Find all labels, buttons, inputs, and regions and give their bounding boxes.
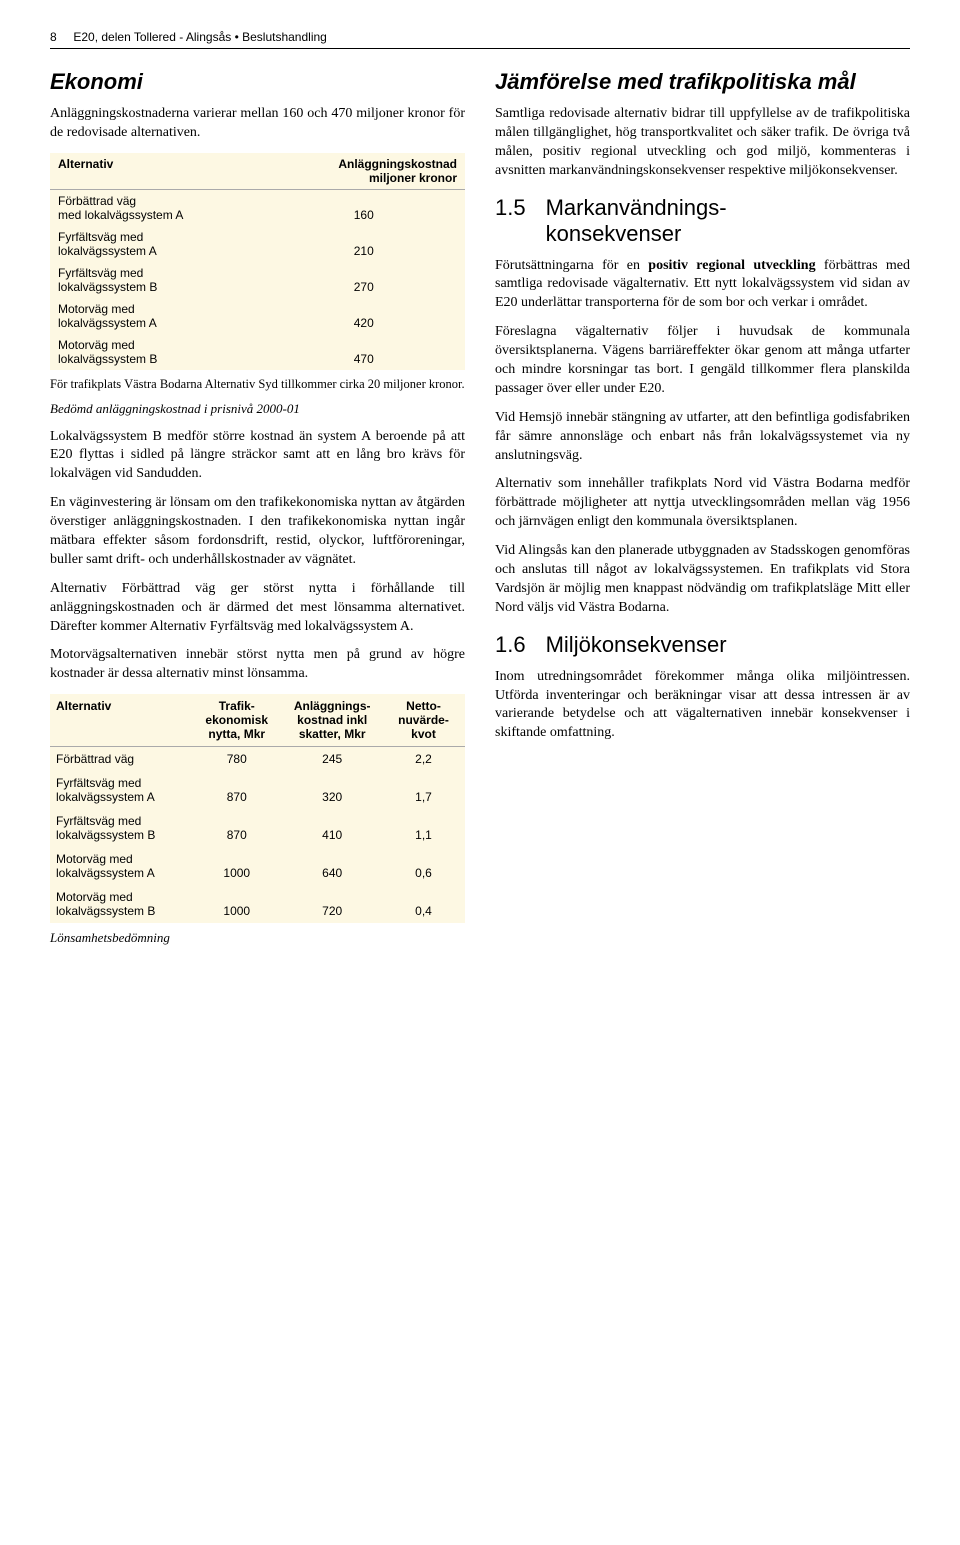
heading-text: Miljökonsekvenser (546, 632, 727, 658)
cell-alternativ: Motorväg medlokalvägssystem A (50, 847, 191, 885)
cell-value: 160 (263, 189, 465, 226)
cell-value: 470 (263, 334, 465, 370)
body-text: Förutsättningarna för en positiv regiona… (495, 257, 910, 314)
table-caption: Lönsamhetsbedömning (50, 929, 465, 947)
heading-text: Markanvändnings-konsekvenser (546, 195, 727, 247)
cell-value: 640 (282, 847, 382, 885)
table-row: Motorväg medlokalvägssystem A10006400,6 (50, 847, 465, 885)
header-rule (50, 48, 910, 49)
table-row: Fyrfältsväg medlokalvägssystem A8703201,… (50, 771, 465, 809)
cell-value: 1000 (191, 847, 282, 885)
table-caption: Bedömd anläggningskostnad i prisnivå 200… (50, 400, 465, 418)
table-row: Motorväg medlokalvägssystem B10007200,4 (50, 885, 465, 923)
cell-value: 1,7 (382, 771, 465, 809)
body-text: Samtliga redovisade alternativ bidrar ti… (495, 105, 910, 181)
body-text: Vid Hemsjö innebär stängning av utfarter… (495, 409, 910, 466)
cell-value: 1000 (191, 885, 282, 923)
col-header: Alternativ (50, 153, 263, 190)
col-header: Anläggnings-kostnad inklskatter, Mkr (282, 694, 382, 747)
table-row: Förbättrad väg7802452,2 (50, 747, 465, 772)
table-row: Fyrfältsväg medlokalvägssystem B270 (50, 262, 465, 298)
heading-1-6: 1.6 Miljökonsekvenser (495, 632, 910, 658)
body-text: Alternativ Förbättrad väg ger störst nyt… (50, 580, 465, 637)
cell-value: 210 (263, 226, 465, 262)
cell-value: 870 (191, 771, 282, 809)
right-column: Jämförelse med trafikpolitiska mål Samtl… (495, 69, 910, 957)
body-text: Vid Alingsås kan den planerade utbyggnad… (495, 542, 910, 618)
body-text: Föreslagna vägalternativ följer i huvuds… (495, 323, 910, 399)
cell-value: 270 (263, 262, 465, 298)
left-column: Ekonomi Anläggningskostnaderna varierar … (50, 69, 465, 957)
cell-alternativ: Fyrfältsväg medlokalvägssystem B (50, 262, 263, 298)
cell-value: 320 (282, 771, 382, 809)
col-header: Anläggningskostnad miljoner kronor (263, 153, 465, 190)
page-header: 8 E20, delen Tollered - Alingsås • Beslu… (50, 30, 910, 44)
cell-alternativ: Förbättrad vägmed lokalvägssystem A (50, 189, 263, 226)
table-row: Motorväg medlokalvägssystem A420 (50, 298, 465, 334)
body-text: Alternativ som innehåller trafikplats No… (495, 475, 910, 532)
body-text: Lokalvägssystem B medför större kostnad … (50, 428, 465, 485)
cell-value: 410 (282, 809, 382, 847)
table-anlaggningskostnad: Alternativ Anläggningskostnad miljoner k… (50, 153, 465, 370)
table-footnote: För trafikplats Västra Bodarna Alternati… (50, 376, 465, 392)
cell-value: 245 (282, 747, 382, 772)
cell-value: 720 (282, 885, 382, 923)
cell-alternativ: Motorväg medlokalvägssystem A (50, 298, 263, 334)
cell-value: 420 (263, 298, 465, 334)
body-text: Inom utredningsområdet förekommer många … (495, 668, 910, 744)
table-lonsamhet: Alternativ Trafik-ekonomisknytta, Mkr An… (50, 694, 465, 923)
cell-value: 780 (191, 747, 282, 772)
cell-value: 0,6 (382, 847, 465, 885)
cell-alternativ: Fyrfältsväg medlokalvägssystem A (50, 226, 263, 262)
heading-ekonomi: Ekonomi (50, 69, 465, 95)
col-header: Netto-nuvärde-kvot (382, 694, 465, 747)
heading-number: 1.6 (495, 632, 526, 658)
cell-alternativ: Förbättrad väg (50, 747, 191, 772)
cell-value: 1,1 (382, 809, 465, 847)
col-header: Alternativ (50, 694, 191, 747)
table-row: Motorväg medlokalvägssystem B470 (50, 334, 465, 370)
table-row: Fyrfältsväg medlokalvägssystem B8704101,… (50, 809, 465, 847)
cell-value: 2,2 (382, 747, 465, 772)
body-text: Motorvägsalternativen innebär störst nyt… (50, 646, 465, 684)
cell-value: 870 (191, 809, 282, 847)
heading-jamforelse: Jämförelse med trafikpolitiska mål (495, 69, 910, 95)
heading-number: 1.5 (495, 195, 526, 247)
cell-alternativ: Motorväg medlokalvägssystem B (50, 885, 191, 923)
doc-title: E20, delen Tollered - Alingsås • Besluts… (73, 30, 326, 44)
table-row: Fyrfältsväg medlokalvägssystem A210 (50, 226, 465, 262)
cell-value: 0,4 (382, 885, 465, 923)
body-text: Anläggningskostnaderna varierar mellan 1… (50, 105, 465, 143)
cell-alternativ: Fyrfältsväg medlokalvägssystem B (50, 809, 191, 847)
col-header: Trafik-ekonomisknytta, Mkr (191, 694, 282, 747)
cell-alternativ: Fyrfältsväg medlokalvägssystem A (50, 771, 191, 809)
cell-alternativ: Motorväg medlokalvägssystem B (50, 334, 263, 370)
table-row: Förbättrad vägmed lokalvägssystem A160 (50, 189, 465, 226)
body-text: En väginvestering är lönsam om den trafi… (50, 494, 465, 570)
page-number: 8 (50, 30, 57, 44)
heading-1-5: 1.5 Markanvändnings-konsekvenser (495, 195, 910, 247)
